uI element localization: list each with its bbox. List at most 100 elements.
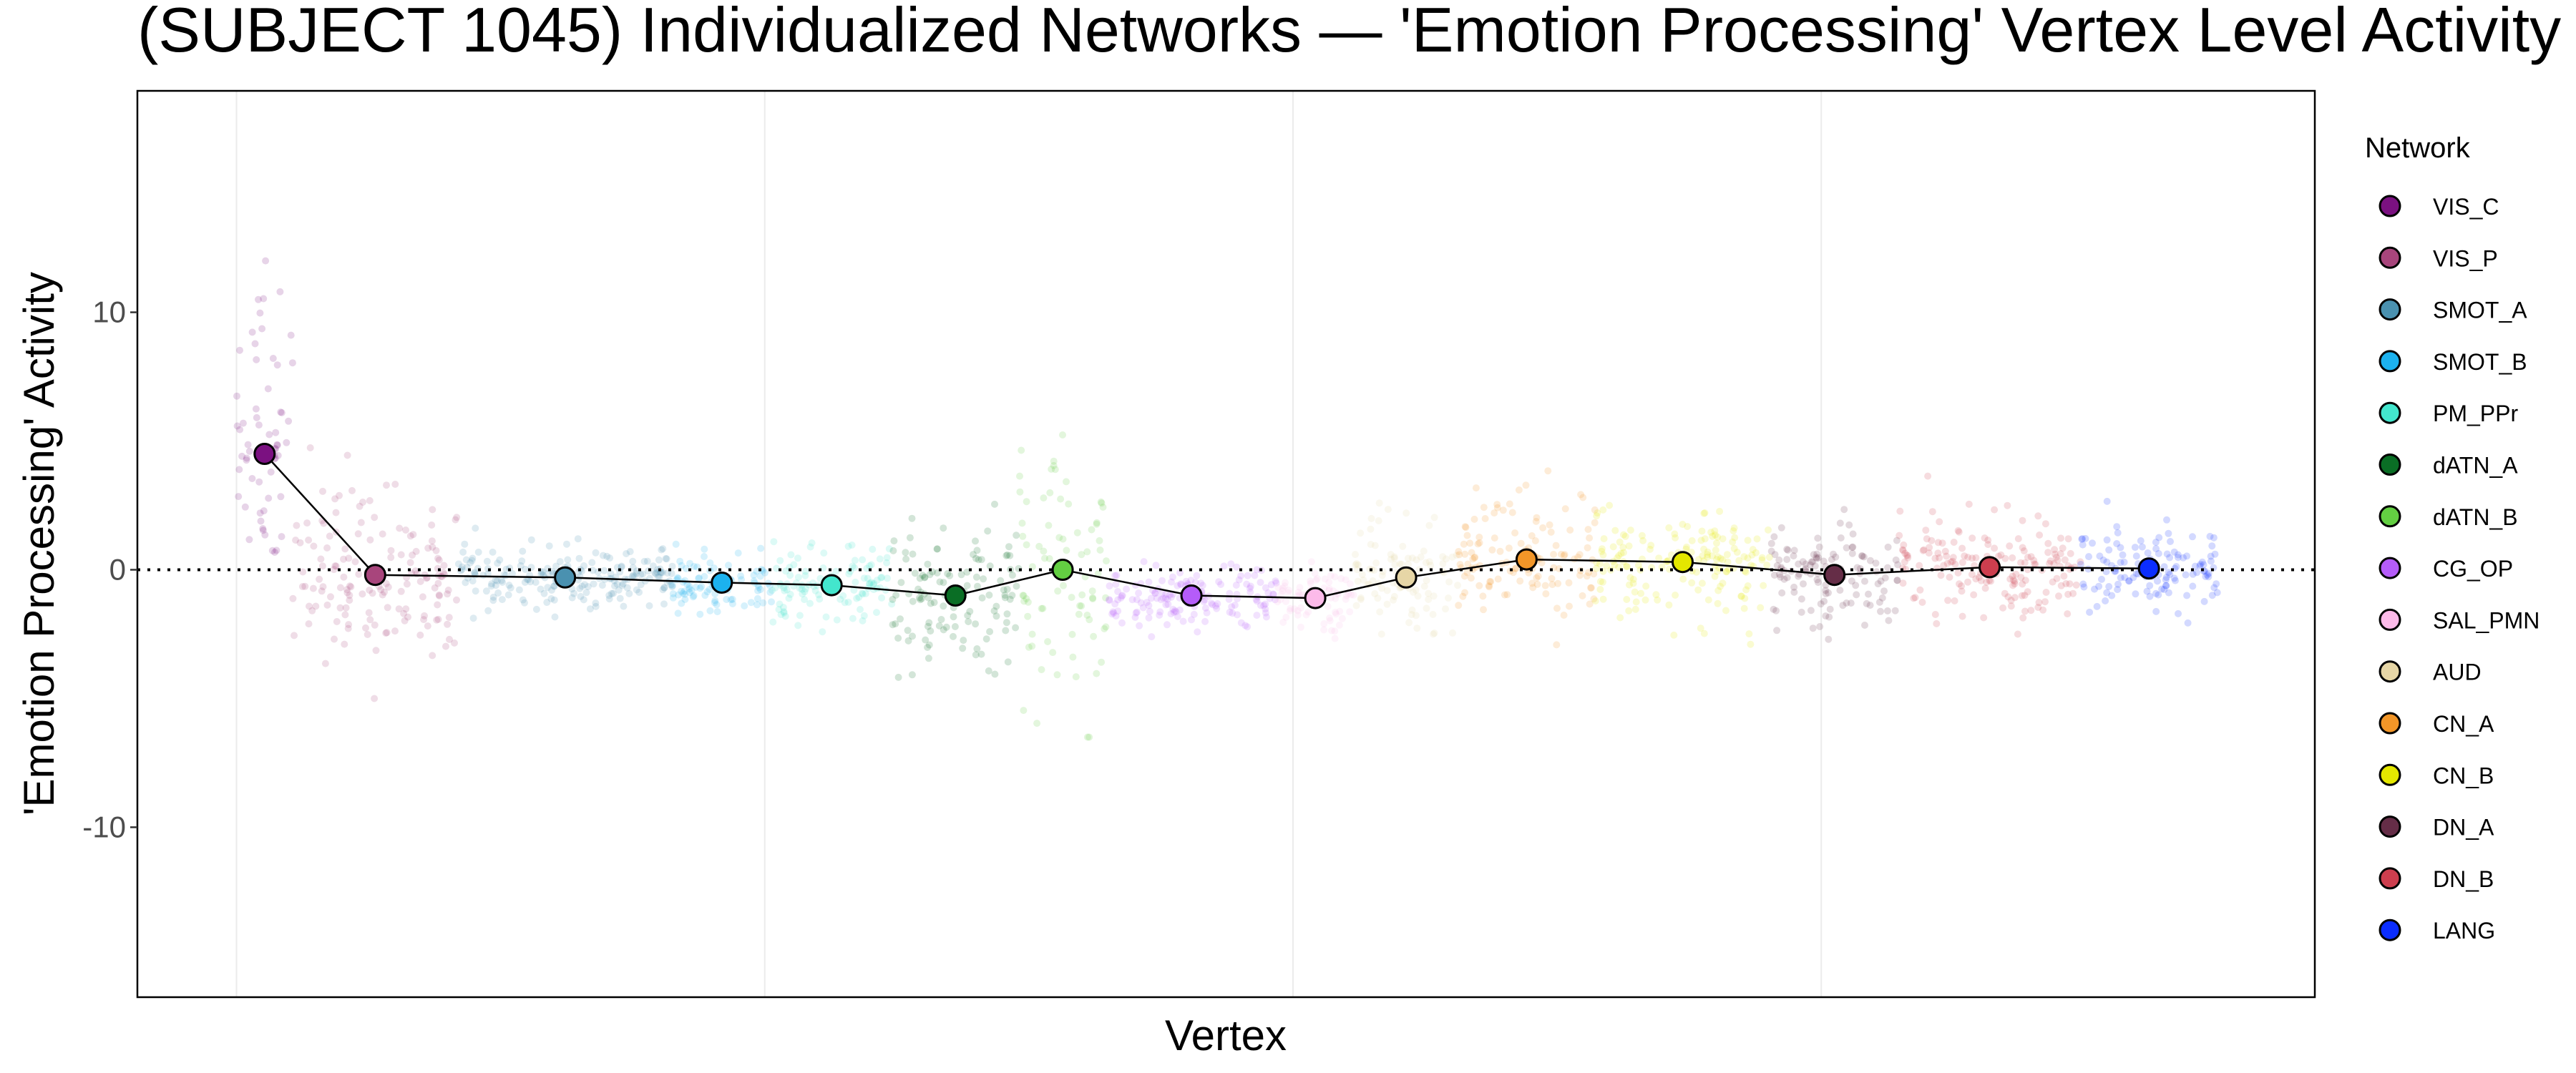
data-point-dn_b bbox=[2009, 572, 2016, 580]
data-point-smot_b bbox=[701, 573, 708, 580]
data-point-smot_a bbox=[469, 577, 477, 585]
data-point-cg_op bbox=[1153, 594, 1161, 602]
data-point-datn_b bbox=[1038, 666, 1045, 674]
data-point-sal_pmn bbox=[1335, 621, 1343, 629]
data-point-datn_a bbox=[977, 650, 985, 658]
data-point-vis_p bbox=[371, 514, 379, 521]
data-point-aud bbox=[1378, 584, 1385, 592]
legend-label: PM_PPr bbox=[2433, 401, 2518, 426]
data-point-cg_op bbox=[1235, 576, 1243, 584]
data-point-dn_b bbox=[1995, 552, 2002, 560]
data-point-sal_pmn bbox=[1346, 608, 1354, 616]
data-point-vis_p bbox=[357, 519, 365, 526]
data-point-smot_a bbox=[610, 589, 617, 597]
data-point-sal_pmn bbox=[1342, 576, 1350, 584]
data-point-smot_a bbox=[507, 584, 514, 592]
data-point-cg_op bbox=[1118, 592, 1126, 599]
data-point-dn_a bbox=[1770, 533, 1778, 541]
data-point-vis_c bbox=[255, 478, 263, 486]
data-point-cn_a bbox=[1479, 592, 1487, 600]
data-point-dn_b bbox=[1931, 611, 1939, 618]
data-point-datn_b bbox=[1045, 555, 1053, 562]
data-point-cn_b bbox=[1603, 562, 1611, 569]
data-point-dn_a bbox=[1815, 543, 1823, 551]
data-point-dn_a bbox=[1848, 544, 1856, 552]
data-point-dn_b bbox=[2035, 599, 2043, 607]
data-point-cg_op bbox=[1159, 594, 1167, 602]
data-point-pm_ppr bbox=[877, 574, 885, 582]
data-point-dn_a bbox=[1813, 576, 1821, 584]
data-point-datn_a bbox=[960, 637, 967, 645]
data-point-cn_a bbox=[1560, 552, 1568, 559]
data-point-cn_a bbox=[1470, 554, 1478, 562]
data-point-pm_ppr bbox=[885, 545, 893, 553]
data-point-dn_a bbox=[1790, 552, 1797, 560]
data-point-smot_b bbox=[683, 581, 691, 589]
data-point-lang bbox=[2154, 577, 2161, 585]
data-point-smot_b bbox=[681, 590, 689, 598]
data-point-cn_b bbox=[1596, 578, 1604, 585]
data-point-dn_b bbox=[1943, 552, 1951, 560]
data-point-datn_a bbox=[940, 524, 947, 532]
data-point-datn_a bbox=[892, 592, 900, 599]
data-point-pm_ppr bbox=[771, 584, 779, 592]
data-point-lang bbox=[2103, 558, 2111, 566]
data-point-datn_b bbox=[1073, 529, 1081, 536]
data-point-cn_b bbox=[1712, 547, 1719, 554]
data-point-dn_a bbox=[1806, 561, 1814, 569]
data-point-vis_p bbox=[366, 616, 374, 624]
data-point-cn_b bbox=[1752, 549, 1760, 557]
data-point-dn_b bbox=[2012, 570, 2020, 578]
data-point-vis_c bbox=[264, 385, 272, 393]
data-point-dn_a bbox=[1783, 545, 1791, 553]
data-point-datn_b bbox=[1028, 642, 1036, 650]
data-point-datn_a bbox=[909, 597, 917, 605]
data-point-cg_op bbox=[1162, 601, 1170, 609]
data-point-dn_b bbox=[1965, 500, 1973, 508]
data-point-smot_a bbox=[461, 540, 469, 548]
data-point-cn_b bbox=[1606, 501, 1614, 509]
data-point-cg_op bbox=[1253, 566, 1261, 574]
data-point-lang bbox=[2121, 574, 2129, 582]
data-point-dn_a bbox=[1872, 559, 1880, 567]
data-point-aud bbox=[1372, 559, 1380, 567]
data-point-vis_p bbox=[432, 547, 440, 554]
data-point-aud bbox=[1425, 589, 1433, 597]
data-point-vis_p bbox=[340, 573, 348, 581]
data-point-pm_ppr bbox=[777, 611, 785, 619]
data-point-cg_op bbox=[1267, 581, 1275, 589]
data-point-cn_b bbox=[1742, 586, 1750, 594]
data-point-datn_a bbox=[892, 620, 899, 628]
data-point-dn_a bbox=[1783, 556, 1791, 564]
data-point-smot_a bbox=[505, 582, 513, 589]
data-point-datn_b bbox=[1090, 632, 1098, 640]
data-point-smot_a bbox=[630, 573, 638, 581]
data-point-dn_b bbox=[1968, 554, 1976, 562]
data-point-datn_b bbox=[1068, 630, 1076, 638]
data-point-smot_a bbox=[576, 584, 584, 592]
data-point-cg_op bbox=[1147, 594, 1155, 602]
data-point-cn_b bbox=[1716, 507, 1724, 515]
data-point-dn_a bbox=[1852, 582, 1860, 589]
data-point-smot_b bbox=[679, 589, 687, 597]
data-point-cg_op bbox=[1151, 589, 1159, 597]
data-point-lang bbox=[2162, 582, 2170, 589]
data-point-vis_p bbox=[319, 487, 326, 495]
data-point-dn_a bbox=[1875, 598, 1883, 606]
data-point-cn_b bbox=[1753, 535, 1761, 543]
data-point-cg_op bbox=[1241, 622, 1249, 629]
data-point-smot_a bbox=[586, 605, 594, 613]
data-point-datn_a bbox=[909, 550, 917, 558]
data-point-vis_p bbox=[434, 554, 441, 562]
data-point-aud bbox=[1390, 592, 1398, 600]
data-point-smot_a bbox=[504, 591, 512, 599]
data-point-dn_b bbox=[2072, 581, 2080, 589]
data-point-vis_p bbox=[342, 604, 350, 612]
data-point-cn_a bbox=[1515, 486, 1523, 494]
data-point-vis_p bbox=[331, 635, 338, 643]
data-point-cn_a bbox=[1460, 572, 1468, 580]
data-point-datn_a bbox=[933, 545, 941, 553]
data-point-smot_a bbox=[633, 569, 640, 577]
data-point-datn_b bbox=[1025, 643, 1033, 651]
data-point-dn_b bbox=[2031, 561, 2039, 569]
